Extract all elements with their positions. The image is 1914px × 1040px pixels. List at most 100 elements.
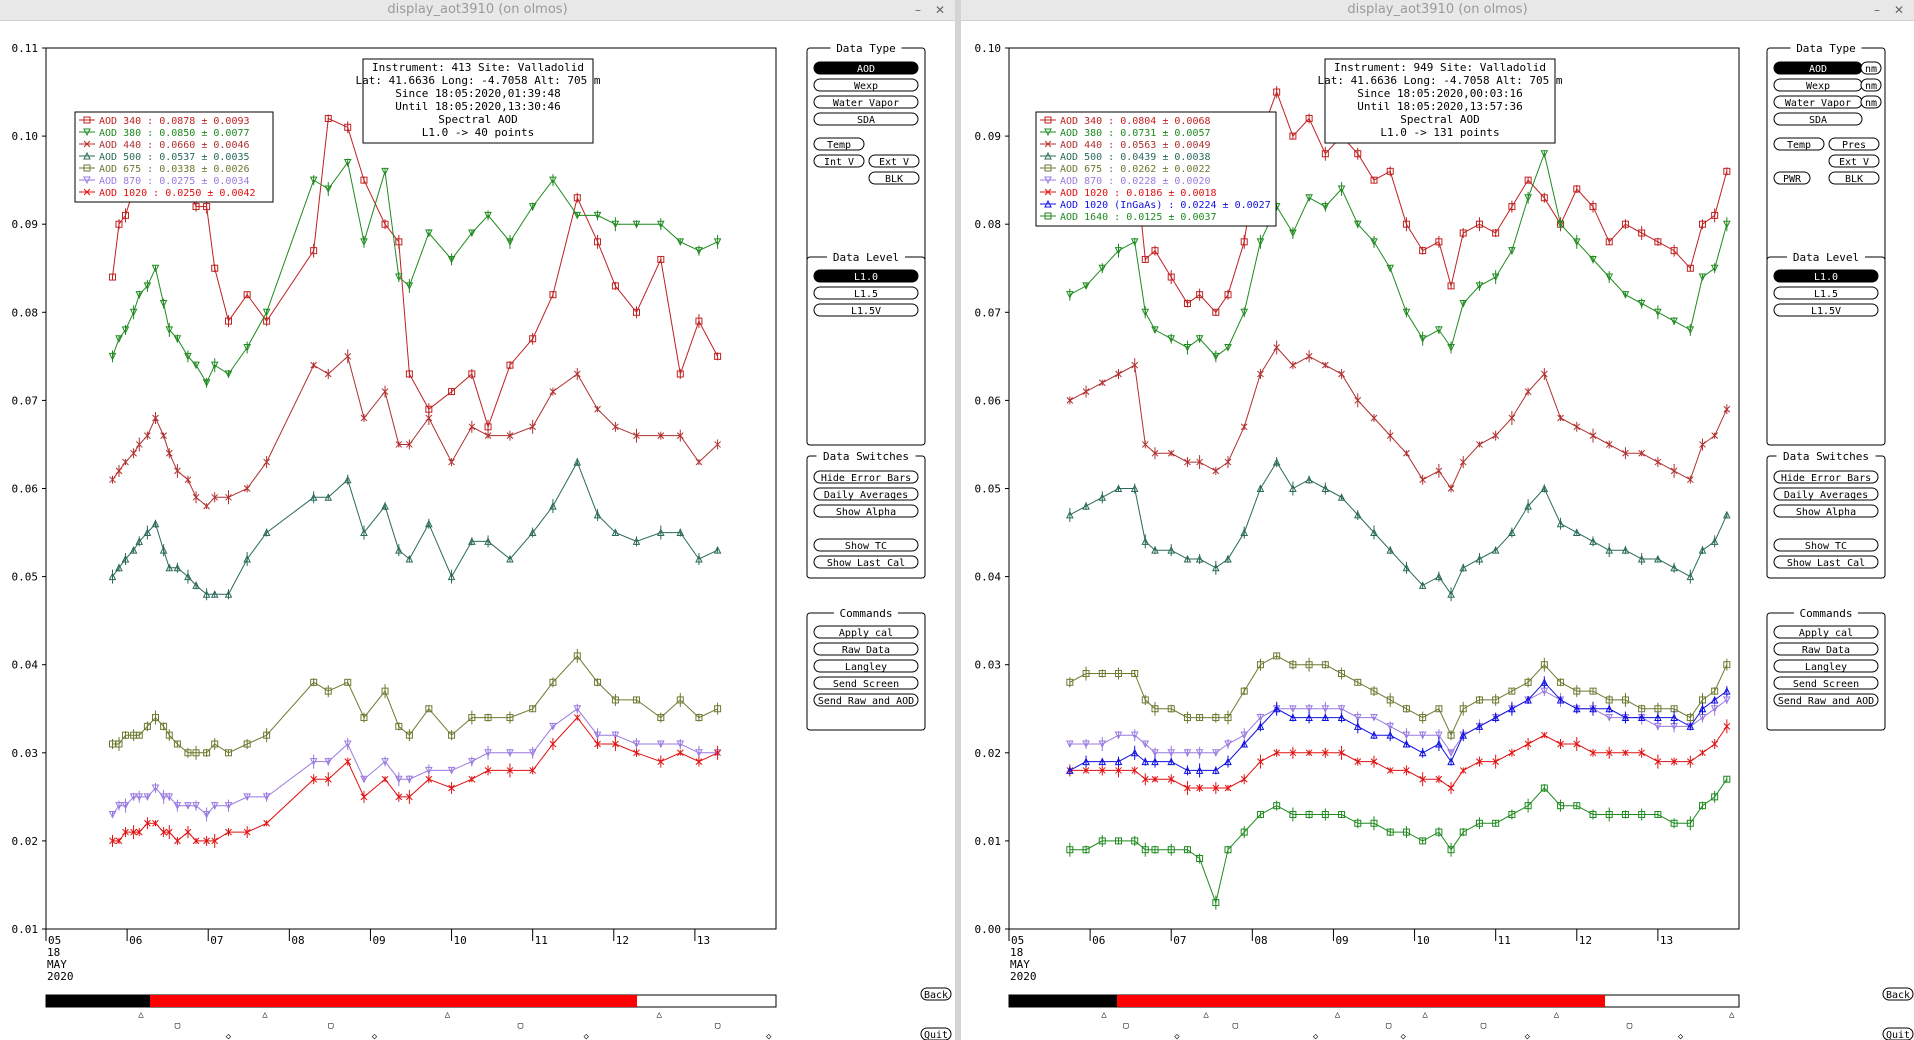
button-shape[interactable] bbox=[1882, 987, 1914, 1001]
button-shape[interactable] bbox=[813, 676, 919, 690]
button-shape[interactable] bbox=[813, 112, 919, 126]
button-label[interactable]: Apply cal bbox=[1799, 628, 1853, 639]
button-l1-5[interactable]: L1.5 bbox=[813, 286, 919, 300]
button-shape[interactable] bbox=[813, 78, 919, 92]
button-sda[interactable]: SDA bbox=[1773, 112, 1863, 126]
button-label[interactable]: nm bbox=[1865, 98, 1877, 109]
button-ext-v[interactable]: Ext V bbox=[868, 154, 920, 168]
button-hide-error-bars[interactable]: Hide Error Bars bbox=[1773, 470, 1879, 484]
button-label[interactable]: Pres bbox=[1842, 140, 1866, 151]
button-label[interactable]: L1.5V bbox=[1811, 306, 1841, 317]
button-label[interactable]: Raw Data bbox=[842, 645, 890, 656]
button-l1-5v[interactable]: L1.5V bbox=[813, 303, 919, 317]
button-label[interactable]: Temp bbox=[1787, 140, 1811, 151]
button-apply-cal[interactable]: Apply cal bbox=[1773, 625, 1879, 639]
button-label[interactable]: Temp bbox=[827, 140, 851, 151]
button-shape[interactable] bbox=[813, 693, 919, 707]
button-shape[interactable] bbox=[813, 659, 919, 673]
button-shape[interactable] bbox=[1773, 693, 1879, 707]
button-label[interactable]: Water Vapor bbox=[1785, 98, 1851, 109]
button-daily-averages[interactable]: Daily Averages bbox=[1773, 487, 1879, 501]
button-sda[interactable]: SDA bbox=[813, 112, 919, 126]
button-label[interactable]: Ext V bbox=[1839, 157, 1869, 168]
minimize-icon[interactable]: – bbox=[1873, 3, 1880, 17]
button-shape[interactable] bbox=[813, 504, 919, 518]
button-back[interactable]: Back bbox=[1882, 987, 1914, 1001]
button-show-last-cal[interactable]: Show Last Cal bbox=[1773, 555, 1879, 569]
button-label[interactable]: L1.0 bbox=[854, 272, 878, 283]
button-label[interactable]: Quit bbox=[1886, 1030, 1910, 1040]
button-langley[interactable]: Langley bbox=[1773, 659, 1879, 673]
close-icon[interactable]: ✕ bbox=[1893, 3, 1904, 17]
button-label[interactable]: Wexp bbox=[854, 81, 878, 92]
button-shape[interactable] bbox=[1860, 95, 1882, 109]
button-water-vapor[interactable]: Water Vapor bbox=[813, 95, 919, 109]
button-shape[interactable] bbox=[868, 154, 920, 168]
button-shape[interactable] bbox=[920, 987, 952, 1001]
button-label[interactable]: Ext V bbox=[879, 157, 909, 168]
button-shape[interactable] bbox=[813, 61, 919, 75]
button-show-tc[interactable]: Show TC bbox=[813, 538, 919, 552]
button-label[interactable]: Show Alpha bbox=[836, 507, 896, 518]
button-label[interactable]: Show Alpha bbox=[1796, 507, 1856, 518]
button-shape[interactable] bbox=[1773, 538, 1879, 552]
button-apply-cal[interactable]: Apply cal bbox=[813, 625, 919, 639]
button-shape[interactable] bbox=[1773, 269, 1879, 283]
button-shape[interactable] bbox=[1773, 504, 1879, 518]
button-int-v[interactable]: Int V bbox=[813, 154, 865, 168]
button-label[interactable]: Hide Error Bars bbox=[821, 473, 911, 484]
button-shape[interactable] bbox=[813, 95, 919, 109]
button-label[interactable]: Show TC bbox=[845, 541, 887, 552]
button-label[interactable]: Daily Averages bbox=[824, 490, 908, 501]
button-shape[interactable] bbox=[868, 171, 920, 185]
button-shape[interactable] bbox=[1773, 676, 1879, 690]
button-label[interactable]: BLK bbox=[1845, 174, 1863, 185]
button-temp[interactable]: Temp bbox=[813, 137, 865, 151]
button-label[interactable]: Daily Averages bbox=[1784, 490, 1868, 501]
button-shape[interactable] bbox=[813, 642, 919, 656]
button-label[interactable]: L1.5 bbox=[854, 289, 878, 300]
button-quit[interactable]: Quit bbox=[920, 1027, 952, 1040]
button-label[interactable]: SDA bbox=[1809, 115, 1827, 126]
button-back[interactable]: Back bbox=[920, 987, 952, 1001]
button-label[interactable]: nm bbox=[1865, 64, 1877, 75]
button-label[interactable]: BLK bbox=[885, 174, 903, 185]
button-shape[interactable] bbox=[1773, 303, 1879, 317]
button-langley[interactable]: Langley bbox=[813, 659, 919, 673]
button-label[interactable]: Apply cal bbox=[839, 628, 893, 639]
button-label[interactable]: Send Screen bbox=[833, 679, 899, 690]
button-l1-5v[interactable]: L1.5V bbox=[1773, 303, 1879, 317]
button-pwr[interactable]: PWR bbox=[1773, 171, 1811, 185]
button-shape[interactable] bbox=[813, 555, 919, 569]
button-nm[interactable]: nm bbox=[1860, 95, 1882, 109]
button-shape[interactable] bbox=[1773, 137, 1825, 151]
button-temp[interactable]: Temp bbox=[1773, 137, 1825, 151]
button-hide-error-bars[interactable]: Hide Error Bars bbox=[813, 470, 919, 484]
button-wexp[interactable]: Wexp bbox=[813, 78, 919, 92]
button-blk[interactable]: BLK bbox=[868, 171, 920, 185]
button-shape[interactable] bbox=[1773, 642, 1879, 656]
button-nm[interactable]: nm bbox=[1860, 78, 1882, 92]
button-label[interactable]: Back bbox=[1886, 990, 1910, 1001]
button-label[interactable]: Show Last Cal bbox=[827, 558, 905, 569]
button-label[interactable]: Show TC bbox=[1805, 541, 1847, 552]
button-shape[interactable] bbox=[813, 137, 865, 151]
button-label[interactable]: Send Raw and AOD bbox=[1778, 696, 1874, 707]
button-daily-averages[interactable]: Daily Averages bbox=[813, 487, 919, 501]
button-send-screen[interactable]: Send Screen bbox=[813, 676, 919, 690]
button-label[interactable]: Quit bbox=[924, 1030, 948, 1040]
button-wexp[interactable]: Wexp bbox=[1773, 78, 1863, 92]
button-send-raw-and-aod[interactable]: Send Raw and AOD bbox=[813, 693, 919, 707]
button-label[interactable]: Raw Data bbox=[1802, 645, 1850, 656]
button-label[interactable]: L1.0 bbox=[1814, 272, 1838, 283]
button-aod[interactable]: AOD bbox=[813, 61, 919, 75]
button-label[interactable]: AOD bbox=[857, 64, 875, 75]
button-shape[interactable] bbox=[1773, 470, 1879, 484]
button-label[interactable]: L1.5V bbox=[851, 306, 881, 317]
button-shape[interactable] bbox=[813, 269, 919, 283]
button-label[interactable]: L1.5 bbox=[1814, 289, 1838, 300]
button-show-last-cal[interactable]: Show Last Cal bbox=[813, 555, 919, 569]
button-shape[interactable] bbox=[1828, 137, 1880, 151]
button-shape[interactable] bbox=[813, 538, 919, 552]
button-shape[interactable] bbox=[1773, 625, 1879, 639]
